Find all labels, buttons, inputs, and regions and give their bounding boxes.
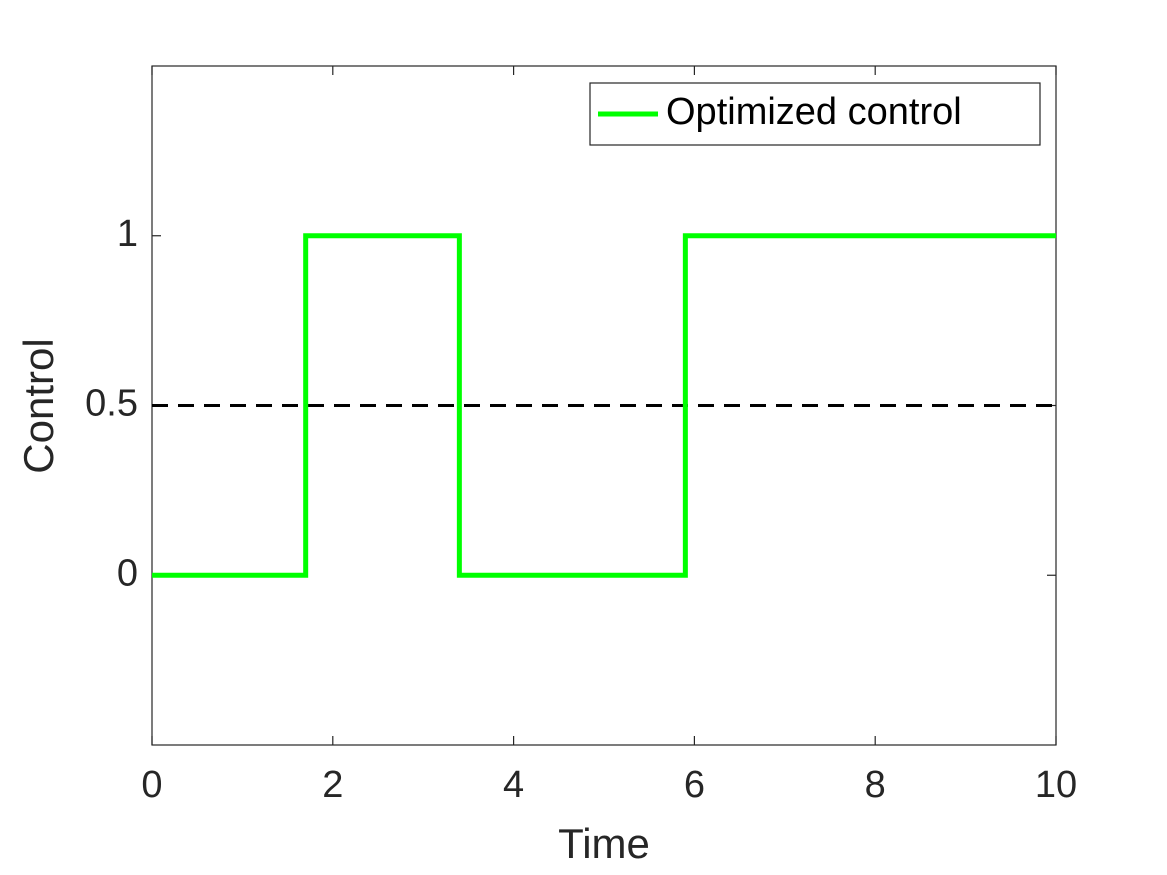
y-tick-label: 1 — [117, 213, 138, 255]
series-line — [152, 233, 1056, 578]
x-tick-label: 4 — [503, 764, 524, 806]
x-tick-label: 2 — [322, 764, 343, 806]
y-axis-label: Control — [15, 338, 62, 473]
x-axis-label: Time — [558, 820, 650, 867]
x-tick-label: 0 — [141, 764, 162, 806]
y-tick-label: 0 — [117, 552, 138, 594]
y-tick-label: 0.5 — [85, 383, 138, 425]
legend-label: Optimized control — [666, 91, 962, 133]
legend-box — [589, 82, 1041, 146]
x-tick-label: 10 — [1035, 764, 1077, 806]
x-tick-label: 6 — [684, 764, 705, 806]
x-tick-label: 8 — [865, 764, 886, 806]
